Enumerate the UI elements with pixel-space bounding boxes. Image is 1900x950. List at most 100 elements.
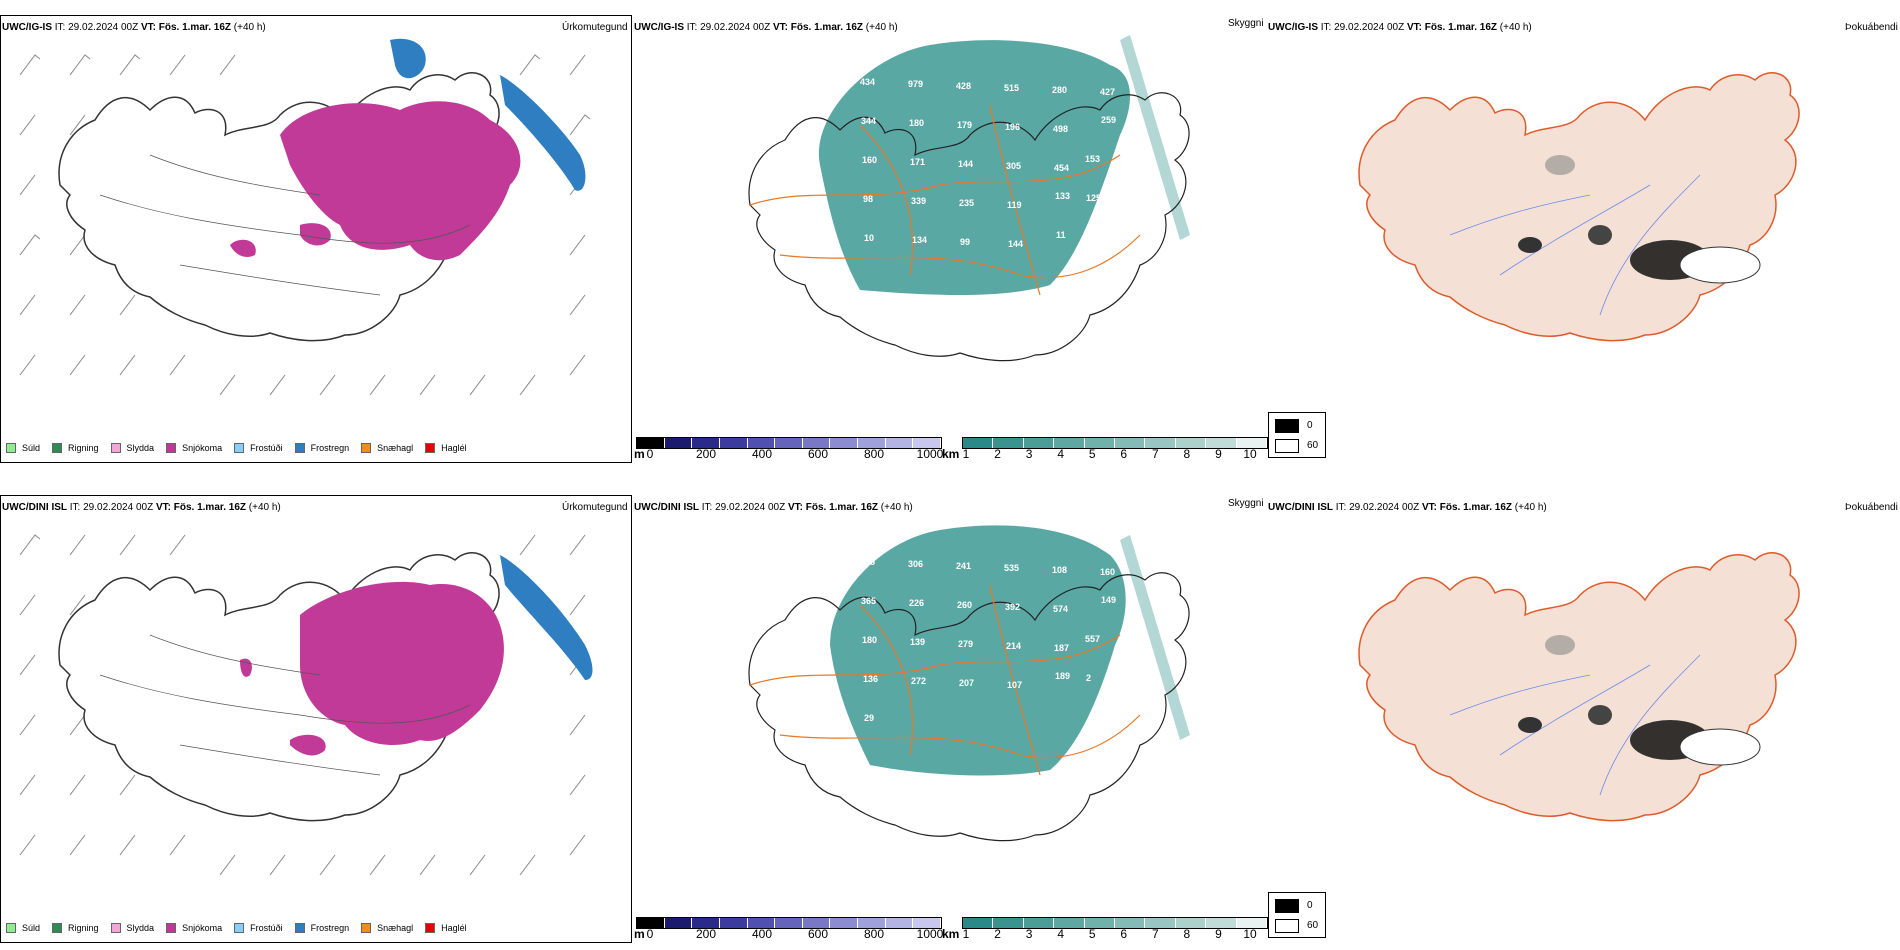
elev-color-step [802,438,831,448]
vis-value-label: 280 [1052,85,1067,95]
legend-swatch [361,443,372,453]
vis-value-label: 979 [908,79,923,89]
elev-tick-label: 600 [807,927,829,941]
legend-swatch [234,923,245,933]
lead-time: (+40 h) [248,502,281,513]
precip-type-map [19,38,591,396]
panel-name-precip: Úrkomutegund [562,502,628,513]
vis-value-label: 187 [1054,643,1069,653]
vis-value-label: 226 [909,598,924,608]
vis-value-label: 306 [908,559,923,569]
elev-tick-label: 200 [695,927,717,941]
wind-barbs [19,54,591,396]
elev-color-step [692,918,720,928]
vis-value-label: 149 [1101,595,1116,605]
fog-label-60: 60 [1307,440,1319,451]
elev-color-step [637,438,665,448]
it-label: IT: [686,22,698,33]
road-network [749,584,1141,776]
vis-color-step [1084,438,1116,448]
init-time: 29.02.2024 00Z [715,502,786,513]
elev-color-step [885,918,914,928]
elev-tick-label: 800 [863,927,885,941]
elev-tick-label: 800 [863,447,885,461]
vis-tick-label: 6 [1120,927,1128,941]
fog-swatch-0 [1275,899,1299,913]
fog-label-0: 0 [1307,420,1313,431]
panel-title-left: UWC/DINI ISL IT: 29.02.2024 00Z VT: Fös.… [2,502,281,513]
fog-legend: 0 60 [1268,412,1326,458]
vis-value-label: 2 [1086,673,1091,683]
vis-value-label: 144 [1008,239,1023,249]
vis-value-label: 160 [1100,567,1115,577]
legend-item-slydda: Slydda [110,923,154,933]
legend-item-frostudi: Frostúði [234,443,283,453]
model-name: UWC/IG-IS [1268,22,1318,33]
elev-color-step [692,438,720,448]
fog-label-0: 0 [1307,900,1313,911]
init-time: 29.02.2024 00Z [700,22,771,33]
vis-value-label: 339 [911,196,926,206]
vis-value-label: 574 [1053,604,1068,614]
lead-time: (+40 h) [1499,22,1532,33]
vis-value-label: 259 [1101,115,1116,125]
panel-title-mid: UWC/DINI ISL IT: 29.02.2024 00Z VT: Fös.… [634,502,913,513]
legend-swatch [110,443,121,453]
valid-time: Fös. 1.mar. 16Z [790,22,864,33]
roads [99,154,471,296]
vis-value-label: 98 [863,194,873,204]
legend-swatch [294,923,305,933]
vis-value-label: 428 [956,81,971,91]
vt-label: VT: [155,502,171,513]
vis-value-label: 180 [909,118,924,128]
precip-type-panel [0,495,632,943]
vis-tick-label: 2 [994,447,1001,461]
legend-item-rigning: Rigning [52,443,99,453]
vis-color-step [1115,918,1146,928]
it-label: IT: [69,502,81,513]
visibility-colorbar [962,437,1268,449]
elev-color-step [858,438,886,448]
vis-value-label: 305 [1006,161,1021,171]
init-time: 29.02.2024 00Z [68,22,139,33]
elev-color-step [885,438,914,448]
valid-time: Fös. 1.mar. 16Z [1424,22,1498,33]
lead-time: (+40 h) [880,502,913,513]
vis-value-label: 136 [863,674,878,684]
vt-label: VT: [787,502,803,513]
elev-color-step [775,918,803,928]
vis-color-step [993,918,1024,928]
lead-time: (+40 h) [233,22,266,33]
vis-color-step [1023,438,1055,448]
elev-color-step [664,918,693,928]
vis-tick-label: 5 [1088,447,1096,461]
panel-name-fog: Þokuábendi [1845,502,1898,513]
vis-value-label: 344 [861,116,876,126]
precip-legend: Súld Rigning Slydda Snjókoma Frostúði Fr… [6,443,479,453]
vis-tick-label: 6 [1120,447,1128,461]
vis-value-label: 498 [1053,124,1068,134]
model-name: UWC/IG-IS [2,22,52,33]
visibility-map: 434 979 428 515 280 427 344 180 179 196 498 259 160 1… [748,35,1190,362]
legend-swatch [6,443,16,453]
precip-type-panel [0,15,632,463]
vis-value-label: 180 [862,635,877,645]
legend-item-rigning: Rigning [52,923,99,933]
vis-value-label: 392 [1005,602,1020,612]
vis-value-label: 557 [1085,634,1100,644]
precip-legend: Súld Rigning Slydda Snjókoma Frostúði Fr… [6,923,479,933]
vis-value-label: 207 [959,678,974,688]
valid-time: Fös. 1.mar. 16Z [173,502,247,513]
it-label: IT: [701,502,713,513]
vis-tick-label: 8 [1183,927,1191,941]
vis-tick-label: 7 [1151,447,1159,461]
panel-name-fog: Þokuábendi [1845,22,1898,33]
elevation-colorbar [636,917,942,929]
elev-color-step [747,438,776,448]
elev-color-step [775,438,803,448]
vis-value-label: 144 [958,159,973,169]
fog-map [1358,72,1800,342]
vis-value-label: 454 [1054,163,1069,173]
road-network [749,104,1141,296]
legend-item-snjokoma: Snjókoma [166,923,222,933]
